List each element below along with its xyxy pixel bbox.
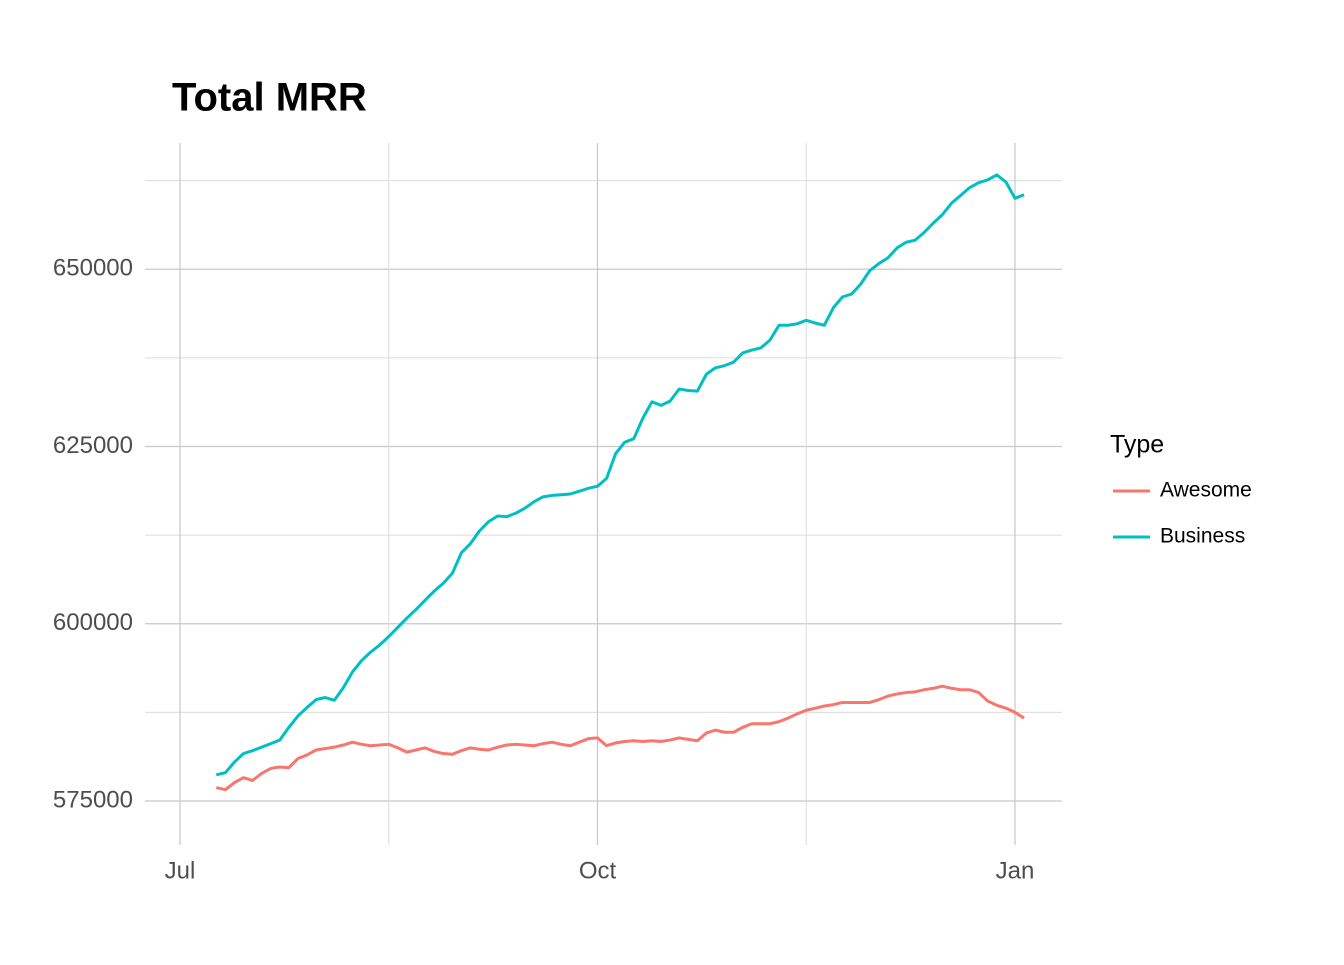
legend-label: Business (1160, 525, 1245, 548)
series-line (215, 173, 1025, 777)
legend-title: Type (1110, 431, 1164, 459)
x-tick-label: Jan (996, 857, 1035, 884)
grid (145, 143, 1062, 845)
x-tick-label: Oct (579, 857, 617, 884)
series-line (215, 684, 1025, 792)
chart-title: Total MRR (172, 76, 367, 120)
y-tick-label: 575000 (53, 786, 133, 813)
x-tick-label: Jul (165, 857, 196, 884)
y-tick-label: 600000 (53, 609, 133, 636)
y-tick-label: 650000 (53, 255, 133, 282)
y-tick-label: 625000 (53, 432, 133, 459)
legend-label: Awesome (1160, 479, 1252, 502)
